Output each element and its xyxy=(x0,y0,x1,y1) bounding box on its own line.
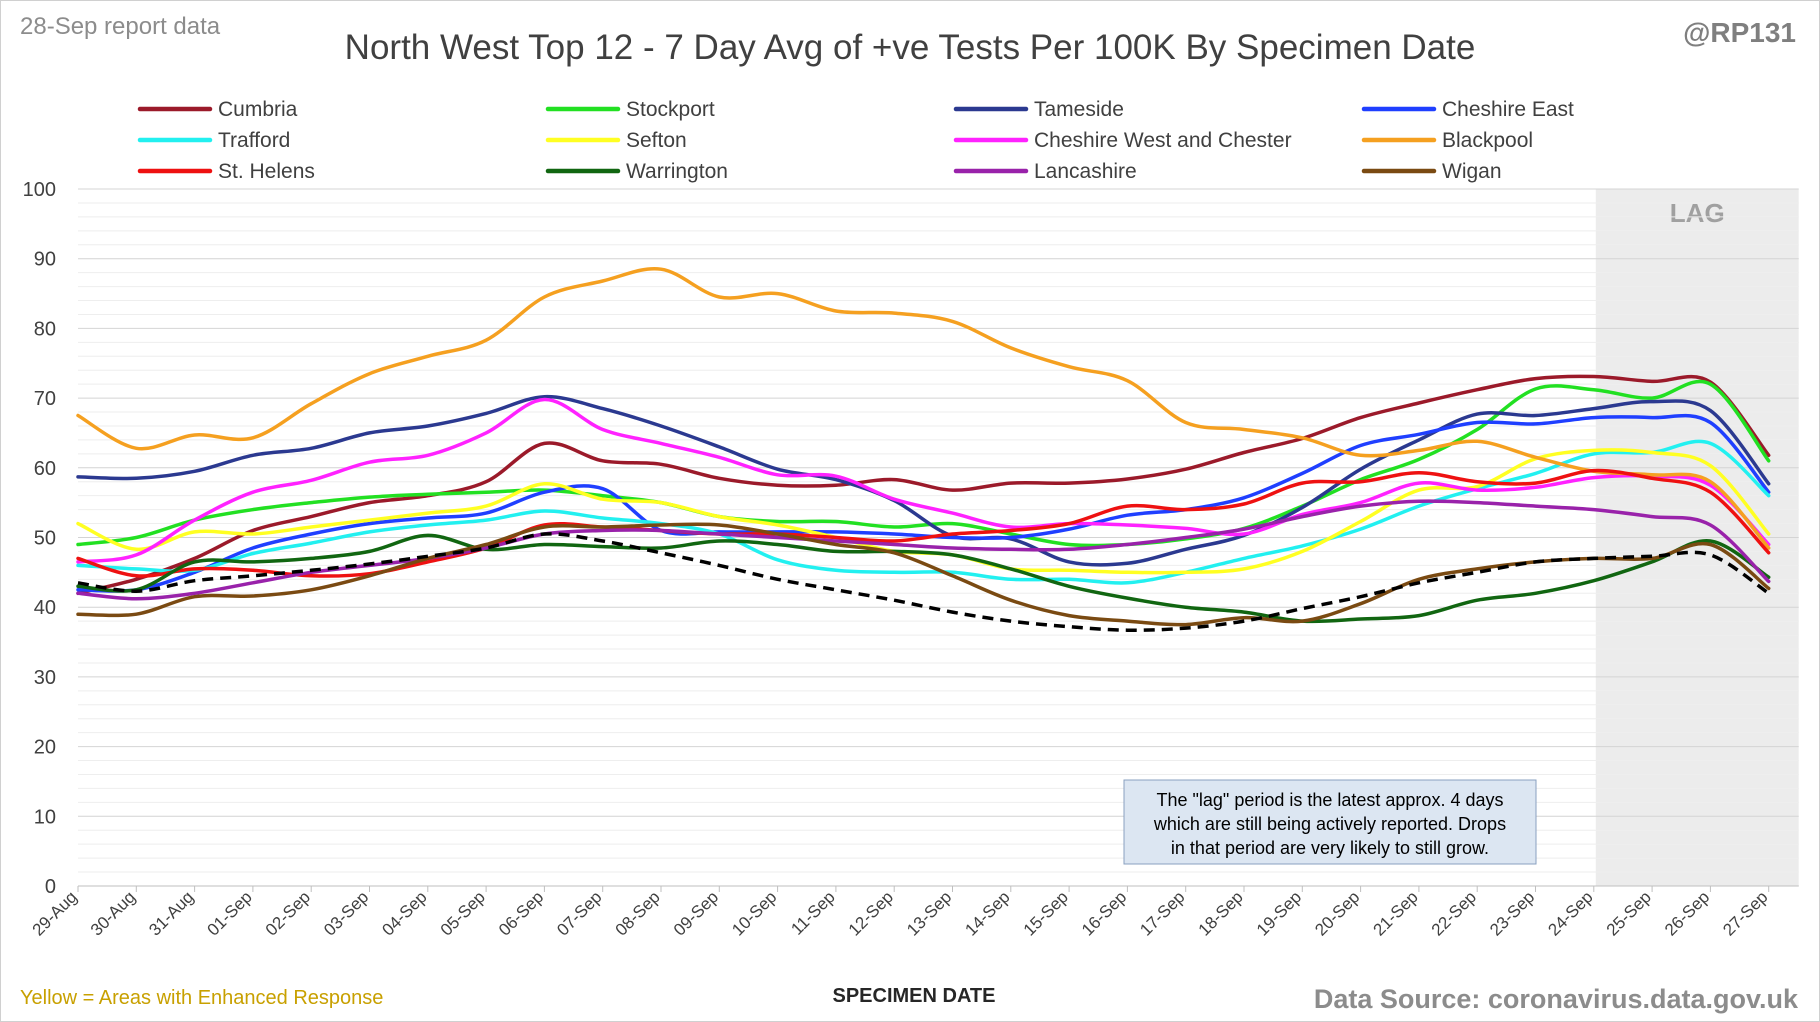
legend-label: Cheshire East xyxy=(1442,98,1574,121)
author-handle: @RP131 xyxy=(1683,17,1796,48)
legend-label: Wigan xyxy=(1442,160,1502,183)
y-tick-label: 80 xyxy=(34,318,56,340)
y-tick-label: 100 xyxy=(23,179,56,201)
series-line-blackpool xyxy=(76,266,1771,550)
lag-note-line-3: in that period are very likely to still … xyxy=(1171,838,1489,858)
report-date-label: 28-Sep report data xyxy=(20,13,221,40)
lag-note-box: The "lag" period is the latest approx. 4… xyxy=(1123,779,1537,865)
legend-label: Cheshire West and Chester xyxy=(1034,129,1292,152)
y-tick-label: 90 xyxy=(34,249,56,271)
y-tick-label: 10 xyxy=(34,806,56,828)
series-line-cheshire-west-and-chester xyxy=(76,397,1771,564)
y-tick-label: 40 xyxy=(34,597,56,619)
enhanced-response-note: Yellow = Areas with Enhanced Response xyxy=(20,987,383,1009)
y-tick-label: 0 xyxy=(45,876,56,898)
y-tick-label: 20 xyxy=(34,737,56,759)
legend-label: Tameside xyxy=(1034,98,1124,121)
lag-note-background xyxy=(1123,779,1537,865)
x-axis-title: SPECIMEN DATE xyxy=(833,985,996,1007)
data-source-label: Data Source: coronavirus.data.gov.uk xyxy=(1314,984,1799,1014)
legend-label: Warrington xyxy=(626,160,728,183)
y-tick-label: 30 xyxy=(34,667,56,689)
lag-note-line-1: The "lag" period is the latest approx. 4… xyxy=(1157,790,1504,810)
y-tick-label: 70 xyxy=(34,388,56,410)
series-line-wigan xyxy=(76,522,1771,627)
chart-title: North West Top 12 - 7 Day Avg of +ve Tes… xyxy=(345,28,1476,67)
series-layer xyxy=(76,266,1771,632)
legend-label: Lancashire xyxy=(1034,160,1137,183)
legend-label: Stockport xyxy=(626,98,715,121)
legend: Cumbria Stockport Tameside Cheshire East Tra… xyxy=(137,98,1574,183)
series-line-st-helens xyxy=(76,468,1771,578)
y-axis: 0 10 20 30 40 50 60 70 80 90 100 xyxy=(23,179,56,898)
series-line-cumbria xyxy=(76,374,1771,596)
lag-note-line-2: which are still being actively reported.… xyxy=(1153,814,1506,834)
y-tick-label: 50 xyxy=(34,528,56,550)
legend-label: Trafford xyxy=(218,129,290,152)
series-line-dashed xyxy=(77,532,1770,632)
legend-label: St. Helens xyxy=(218,160,315,183)
legend-label: Blackpool xyxy=(1442,129,1533,152)
legend-label: Sefton xyxy=(626,129,687,152)
series-line-warrington xyxy=(76,533,1771,624)
legend-label: Cumbria xyxy=(218,98,298,121)
y-tick-label: 60 xyxy=(34,458,56,480)
